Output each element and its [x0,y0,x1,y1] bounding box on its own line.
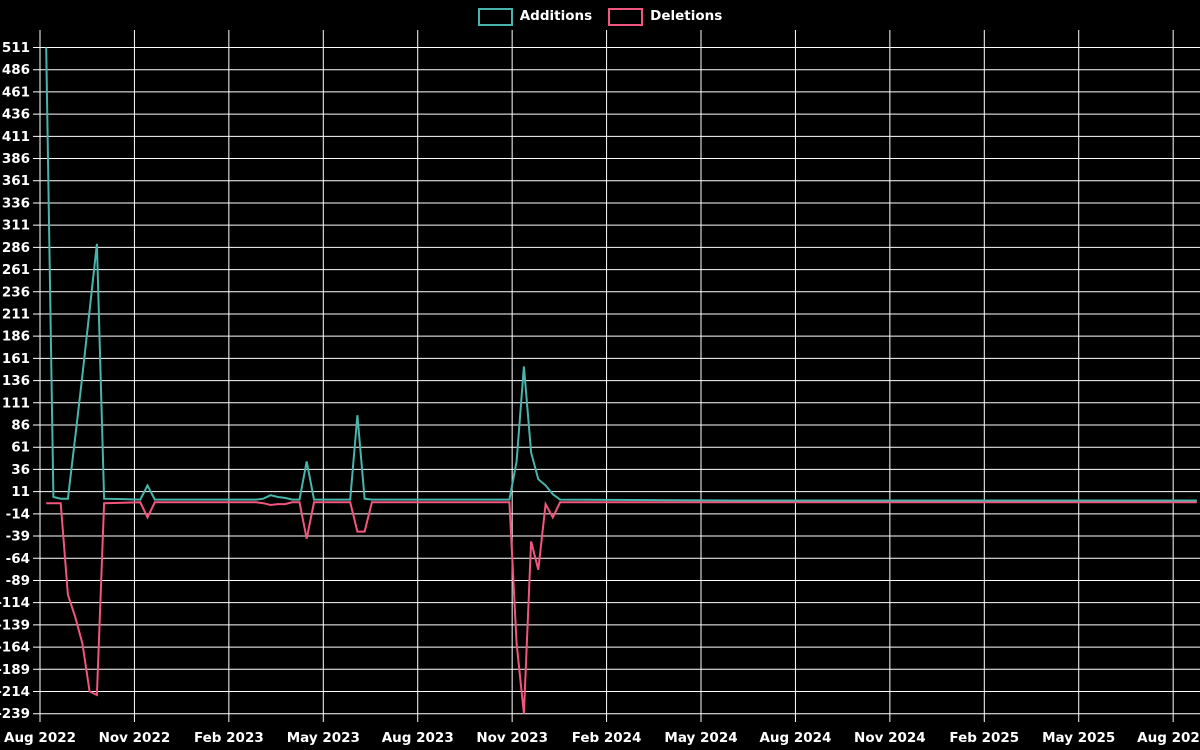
y-tick-label: 186 [2,329,30,345]
x-tick-label: Feb 2024 [572,730,642,746]
additions-line [45,47,1197,502]
y-tick-label: -214 [0,684,30,700]
y-tick-label: 311 [2,218,30,234]
y-tick-label: -89 [6,573,30,589]
y-tick-label: 236 [2,284,30,300]
x-tick-label: Feb 2025 [949,730,1019,746]
x-tick-label: May 2024 [664,730,737,746]
additions-swatch-icon [477,8,513,26]
deletions-legend-label: Deletions [650,8,723,25]
additions-legend-label: Additions [519,8,593,25]
y-tick-label: 486 [2,62,30,78]
y-tick-label: -239 [0,706,30,722]
y-tick-label: 386 [2,151,30,167]
y-tick-label: 11 [11,484,30,500]
y-tick-label: 336 [2,195,30,211]
y-tick-label: 511 [2,40,30,56]
x-tick-label: Nov 2022 [99,730,171,746]
x-tick-label: Aug 2024 [759,730,831,746]
y-tick-label: 136 [2,373,30,389]
y-tick-label: 461 [2,84,30,100]
deletions-swatch-icon [608,8,644,26]
x-tick-label: Aug 2022 [4,730,76,746]
y-tick-label: 211 [2,306,30,322]
y-tick-label: 161 [2,351,30,367]
legend-item-deletions[interactable]: Deletions [608,8,722,26]
x-tick-label: Feb 2023 [194,730,264,746]
y-tick-label: 61 [11,440,30,456]
y-tick-label: -64 [6,551,30,567]
y-tick-label: 286 [2,240,30,256]
x-tick-label: Nov 2023 [476,730,548,746]
y-tick-label: -164 [0,640,30,656]
y-tick-label: -14 [6,506,30,522]
x-tick-label: Nov 2024 [854,730,926,746]
x-tick-label: May 2025 [1042,730,1115,746]
y-tick-label: -189 [0,662,30,678]
legend-item-additions[interactable]: Additions [477,8,593,26]
y-tick-label: 436 [2,107,30,123]
y-tick-label: 361 [2,173,30,189]
y-tick-label: -114 [0,595,30,611]
y-tick-label: 36 [11,462,30,478]
y-tick-label: 411 [2,129,30,145]
y-tick-label: -139 [0,617,30,633]
x-tick-label: May 2023 [287,730,360,746]
x-tick-label: Aug 2025 [1137,730,1200,746]
y-tick-label: -39 [6,529,30,545]
y-tick-label: 261 [2,262,30,278]
legend: Additions Deletions [0,8,1200,26]
deletions-line [46,500,1197,714]
y-tick-label: 111 [2,395,30,411]
x-tick-label: Aug 2023 [382,730,454,746]
y-tick-label: 86 [11,418,30,434]
